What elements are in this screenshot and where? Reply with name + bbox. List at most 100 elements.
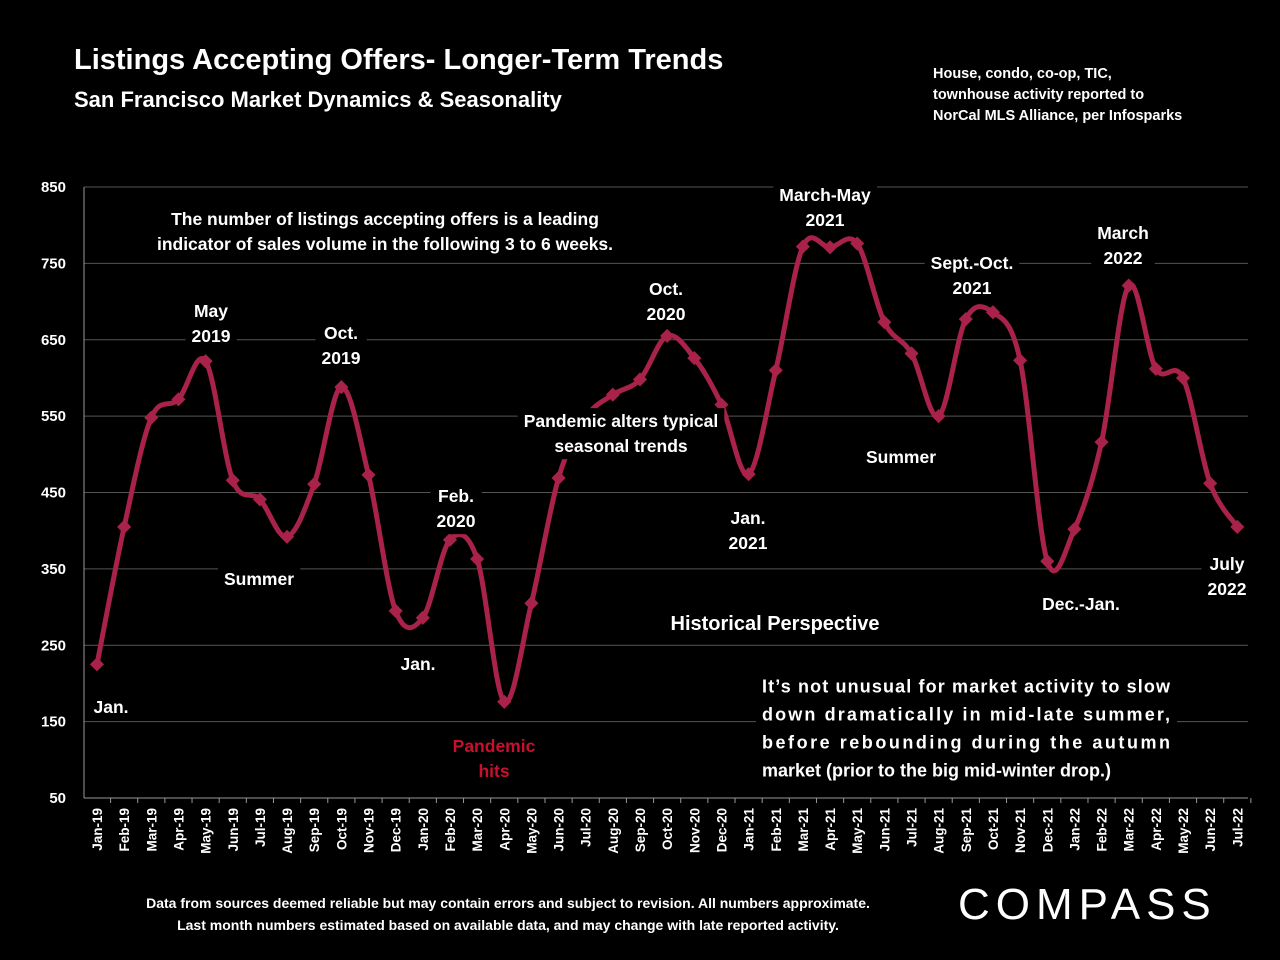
annotation: Historical Perspective: [664, 610, 886, 638]
data-point: [1094, 435, 1109, 450]
annotation-background: [394, 651, 442, 678]
x-tick-label: Mar-19: [144, 808, 159, 852]
source-note-line: NorCal MLS Alliance, per Infosparks: [933, 108, 1183, 124]
x-tick-label: May-21: [850, 808, 865, 854]
x-tick-label: Jul-19: [253, 808, 268, 847]
annotation: Summer: [217, 566, 301, 593]
annotation-line: 2021: [806, 210, 845, 230]
annotation-background: [446, 733, 542, 785]
x-tick-label: Mar-21: [796, 808, 811, 852]
data-point: [850, 236, 865, 251]
data-point: [279, 529, 295, 544]
x-tick-label: Dec-21: [1040, 808, 1055, 853]
annotation: Summer: [859, 444, 943, 471]
annotation-line: 2019: [322, 348, 361, 368]
annotation-line: Summer: [224, 569, 294, 589]
footer-line: Last month numbers estimated based on av…: [177, 917, 839, 933]
annotation-background: [185, 298, 237, 350]
annotation-line: May: [194, 301, 228, 321]
annotation-line: March-May: [779, 185, 871, 205]
data-point: [1013, 353, 1028, 368]
data-point: [1203, 476, 1218, 491]
annotation-background: [315, 320, 367, 372]
x-tick-label: Feb-21: [769, 808, 784, 852]
data-point: [89, 657, 105, 672]
data-point: [768, 363, 783, 378]
x-tick-label: Sep-20: [633, 808, 648, 852]
data-point: [497, 694, 512, 709]
data-point: [632, 372, 648, 387]
x-tick-label: Jan-22: [1067, 808, 1082, 851]
data-point: [822, 240, 838, 255]
data-point: [198, 354, 213, 369]
source-note-line: townhouse activity reported to: [933, 87, 1145, 103]
annotation-line: 2020: [437, 511, 476, 531]
x-tick-label: Dec-20: [714, 808, 729, 852]
annotation-background: [517, 408, 725, 460]
annotation: Pandemic alters typical seasonal trends: [517, 408, 725, 460]
annotation-line: March: [1097, 223, 1149, 243]
annotation: Sept.-Oct. 2021: [924, 250, 1020, 302]
compass-logo: COMPASS: [958, 880, 1217, 929]
source-note: House, condo, co-op, TIC, townhouse acti…: [933, 64, 1182, 127]
annotation-line: Summer: [866, 447, 936, 467]
x-tick-label: Oct-19: [334, 808, 349, 850]
x-tick-label: Aug-20: [606, 808, 621, 854]
annotation: May 2019: [185, 298, 237, 350]
annotation-line: seasonal trends: [554, 436, 688, 456]
annotation-line: It’s not unusual for market activity to …: [762, 676, 1171, 696]
annotation-line: 2019: [192, 326, 231, 346]
x-tick-label: Aug-21: [932, 808, 947, 854]
footer-disclaimer: Data from sources deemed reliable but ma…: [0, 892, 1016, 936]
annotation-line: Dec.-Jan.: [1042, 594, 1120, 614]
annotation-background: [87, 694, 135, 721]
footer-line: Data from sources deemed reliable but ma…: [146, 895, 870, 911]
annotation-background: [924, 250, 1020, 302]
data-point: [470, 551, 485, 567]
x-tick-label: Jun-19: [226, 808, 241, 852]
data-point: [1067, 522, 1082, 537]
x-tick-label: Apr-19: [171, 808, 186, 851]
x-tick-label: Aug-19: [280, 808, 295, 854]
x-tick-label: Apr-21: [823, 808, 838, 851]
annotation: It’s not unusual for market activity to …: [756, 673, 1177, 784]
x-tick-label: Jun-21: [877, 808, 892, 852]
y-tick-label: 50: [49, 790, 66, 807]
data-point: [252, 492, 267, 507]
annotation-line: 2021: [729, 533, 768, 553]
annotation: March-May 2021: [773, 182, 877, 234]
x-tick-label: May-19: [199, 808, 214, 854]
source-note-line: House, condo, co-op, TIC,: [933, 66, 1112, 82]
x-tick-label: Jan-20: [416, 808, 431, 851]
x-tick-label: Oct-21: [986, 808, 1001, 851]
annotation-line: Oct.: [324, 323, 358, 343]
x-tick-label: Sep-21: [959, 808, 974, 853]
data-point: [1148, 361, 1163, 376]
data-point: [877, 315, 892, 330]
annotation-line: Jan.: [400, 654, 435, 674]
chart-subtitle: San Francisco Market Dynamics & Seasonal…: [74, 87, 562, 112]
y-tick-label: 850: [41, 179, 66, 196]
annotation-line: Pandemic: [453, 736, 536, 756]
x-tick-label: Jul-22: [1230, 808, 1245, 847]
annotation: Pandemic hits: [446, 733, 542, 785]
annotation-line: July: [1209, 554, 1244, 574]
annotation-background: [773, 182, 877, 234]
x-tick-label: Jan-19: [90, 808, 105, 851]
annotation: The number of listings accepting offers …: [150, 206, 620, 258]
annotation-background: [430, 483, 482, 535]
x-tick-label: Jun-20: [552, 808, 567, 852]
annotation-background: [756, 673, 1177, 784]
data-point: [605, 387, 620, 402]
x-tick-label: Nov-20: [687, 808, 702, 853]
annotation-line: Pandemic alters typical: [524, 411, 719, 431]
chart-title: Listings Accepting Offers- Longer-Term T…: [74, 44, 724, 76]
annotation: Jan.: [87, 694, 135, 721]
annotation: Dec.-Jan.: [1036, 591, 1126, 618]
data-point: [415, 610, 430, 625]
y-tick-label: 250: [41, 637, 66, 654]
y-tick-label: 350: [41, 561, 66, 578]
data-point: [904, 346, 919, 361]
annotation-background: [1036, 591, 1126, 618]
